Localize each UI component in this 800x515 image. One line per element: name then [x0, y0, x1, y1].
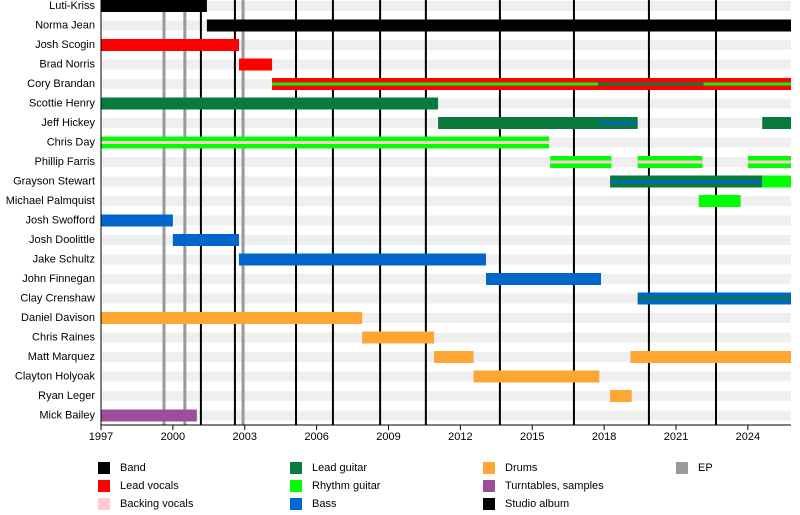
legend-swatch [290, 462, 302, 474]
legend-label: EP [698, 462, 713, 474]
row-band [101, 196, 791, 206]
role-bar [486, 273, 602, 285]
member-label: Mick Bailey [39, 409, 95, 421]
role-bar [762, 175, 791, 188]
member-label: Daniel Davison [21, 312, 95, 324]
role-bar [630, 351, 791, 363]
role-bar [698, 195, 741, 207]
member-label: Luti-Kriss [49, 0, 95, 12]
row-band [101, 313, 791, 323]
legend-label: Studio album [505, 498, 569, 510]
role-bar [101, 0, 207, 12]
legend-swatch [98, 462, 110, 474]
row-band [101, 332, 791, 343]
role-bar [101, 39, 239, 51]
row-band [101, 391, 791, 401]
role-bar [206, 19, 792, 32]
member-label: Chris Raines [32, 331, 95, 343]
row-band [101, 176, 791, 187]
legend-label: Turntables, samples [505, 480, 604, 492]
role-bar [762, 117, 791, 129]
member-label: Ryan Leger [38, 390, 95, 402]
row-band [101, 274, 791, 284]
role-stripe [637, 297, 791, 300]
member-label: Scottie Henry [29, 97, 96, 109]
x-tick-label: 2024 [736, 431, 760, 443]
x-tick-label: 1997 [89, 431, 113, 443]
member-label: Matt Marquez [28, 351, 95, 363]
legend-label: Lead vocals [120, 480, 179, 492]
x-tick-label: 2012 [448, 431, 472, 443]
role-stripe [550, 160, 612, 164]
member-label: Phillip Farris [34, 156, 95, 168]
legend-swatch [98, 498, 110, 510]
legend-label: Backing vocals [120, 498, 194, 510]
role-bar [473, 370, 600, 383]
role-stripe [637, 160, 703, 164]
row-band [101, 59, 791, 70]
legend-label: Band [120, 462, 146, 474]
role-bar [101, 312, 363, 324]
legend-swatch [290, 480, 302, 492]
member-label: Josh Doolittle [29, 234, 95, 246]
member-label: Cory Brandan [27, 78, 95, 90]
row-band [101, 235, 791, 245]
role-stripe [703, 82, 791, 86]
row-band [101, 40, 791, 50]
member-label: Norma Jean [35, 19, 95, 31]
role-stripe [272, 82, 599, 86]
legend-label: Rhythm guitar [312, 480, 381, 492]
member-label: Clay Crenshaw [20, 292, 95, 304]
x-tick-label: 2015 [520, 431, 544, 443]
role-bar [101, 214, 173, 227]
legend-label: Bass [312, 498, 337, 510]
legend-swatch [98, 480, 110, 492]
role-bar [101, 409, 197, 422]
x-tick-label: 2009 [376, 431, 400, 443]
x-tick-label: 2000 [161, 431, 185, 443]
role-stripe [101, 141, 550, 144]
row-band [101, 215, 791, 226]
role-bar [239, 58, 273, 71]
role-stripe [610, 180, 763, 183]
role-bar [610, 390, 632, 402]
role-bar [172, 234, 239, 246]
row-band [101, 293, 791, 304]
row-band [101, 371, 791, 382]
row-band [101, 410, 791, 421]
row-band [101, 157, 791, 167]
x-tick-label: 2006 [304, 431, 328, 443]
role-stripe [747, 160, 791, 164]
role-bar [101, 97, 439, 110]
legend-swatch [676, 462, 688, 474]
legend-label: Lead guitar [312, 462, 367, 474]
member-label: Jeff Hickey [41, 117, 95, 129]
legend-swatch [290, 498, 302, 510]
x-tick-label: 2021 [664, 431, 688, 443]
role-bar [239, 253, 487, 266]
role-bar [438, 117, 638, 129]
legend-swatch [483, 480, 495, 492]
member-label: John Finnegan [22, 273, 95, 285]
member-label: Brad Norris [39, 58, 95, 70]
member-label: Josh Scogin [35, 39, 95, 51]
role-bar [362, 331, 435, 344]
member-label: Grayson Stewart [13, 175, 95, 187]
role-bar [434, 351, 474, 363]
legend-swatch [483, 462, 495, 474]
member-label: Chris Day [47, 136, 96, 148]
role-stripe [598, 82, 704, 86]
row-band [101, 1, 791, 11]
member-label: Jake Schultz [33, 253, 95, 265]
x-tick-label: 2003 [233, 431, 257, 443]
role-stripe [598, 121, 638, 125]
legend-swatch [483, 498, 495, 510]
row-band [101, 98, 791, 109]
legend-label: Drums [505, 462, 538, 474]
x-tick-label: 2018 [592, 431, 616, 443]
member-label: Michael Palmquist [6, 195, 95, 207]
member-label: Clayton Holyoak [15, 370, 96, 382]
member-label: Josh Swofford [25, 214, 95, 226]
